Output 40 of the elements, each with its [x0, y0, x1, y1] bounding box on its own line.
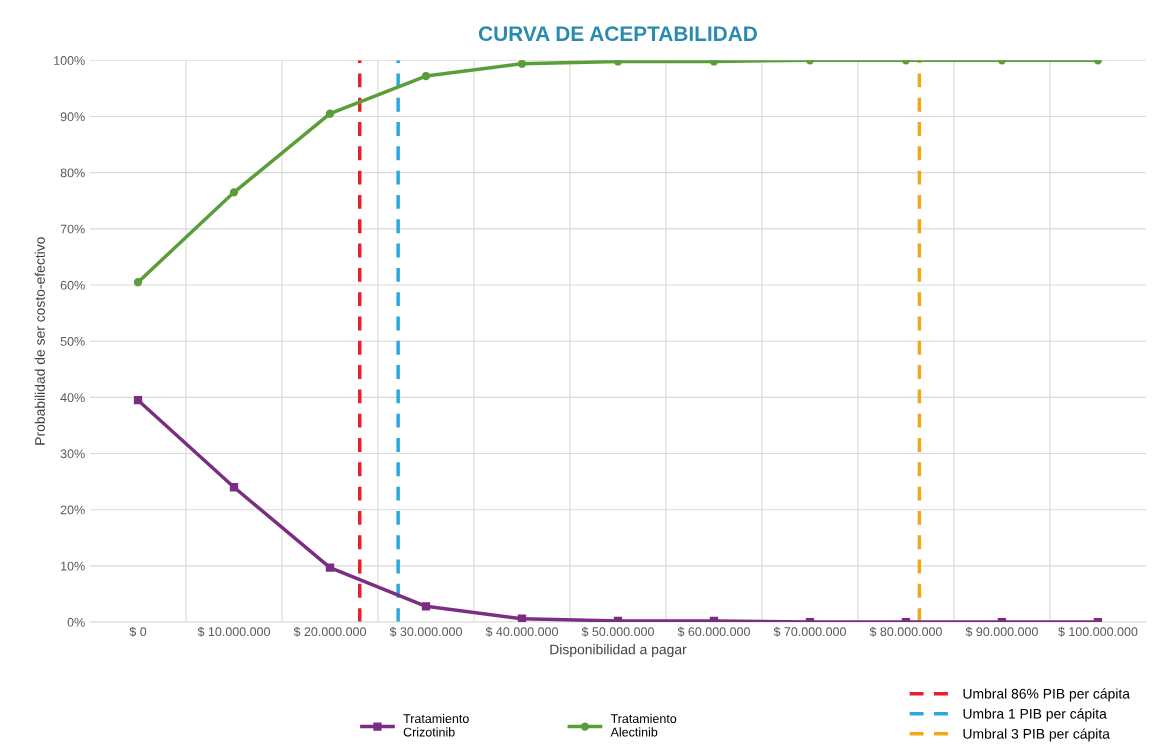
y-tick-label: 70%	[60, 224, 85, 234]
point	[421, 602, 431, 611]
x-tick-label: $ 70.000.000	[773, 626, 846, 637]
y-tick-label: 40%	[60, 393, 85, 403]
x-tick-label: $ 20.000.000	[293, 626, 366, 637]
y-tick-label: 30%	[60, 449, 85, 459]
y-tick-label: 20%	[60, 505, 85, 515]
y-tick-label: 10%	[61, 561, 85, 571]
point	[133, 278, 143, 287]
point	[517, 60, 527, 68]
legend-label: Umbral 86% PIB per cápita	[963, 688, 1130, 702]
point	[421, 71, 431, 81]
point	[133, 395, 143, 405]
x-axis-title: Disponibilidad a pagar	[550, 644, 687, 658]
x-tick-label: $ 50.000.000	[581, 626, 654, 637]
legend-label: Tratamiento Crizotinib	[403, 713, 469, 737]
point	[325, 109, 335, 118]
point	[517, 614, 527, 623]
y-axis-title: Probabilidad de ser costo-efectivo	[34, 237, 45, 445]
x-tick-label: $ 60.000.000	[677, 626, 750, 637]
x-tick-label: $ 10.000.000	[197, 626, 271, 637]
legend-label: Umbral 3 PIB per cápita	[963, 728, 1110, 742]
x-tick-label: $ 30.000.000	[389, 626, 462, 637]
x-tick-label: $ 90.000.000	[965, 626, 1038, 637]
y-tick-label: 0%	[67, 617, 85, 627]
point	[325, 563, 335, 572]
x-tick-label: $ 40.000.000	[485, 626, 558, 637]
x-tick-label: $ 80.000.000	[869, 626, 942, 637]
x-tick-label: $ 0	[129, 626, 147, 637]
y-tick-label: 80%	[60, 168, 85, 178]
y-tick-label: 60%	[60, 280, 85, 290]
y-tick-label: 90%	[60, 112, 85, 122]
point	[229, 483, 239, 492]
chart-title: CURVA DE ACEPTABILIDAD	[478, 26, 757, 42]
y-tick-label: 100%	[54, 56, 85, 65]
y-tick-label: 50%	[60, 336, 85, 346]
point	[229, 188, 239, 197]
legend-label: Tratamiento Alectinib	[610, 713, 677, 737]
x-tick-label: $ 100.000.000	[1058, 626, 1138, 637]
legend-label: Umbra 1 PIB per cápita	[963, 708, 1107, 722]
